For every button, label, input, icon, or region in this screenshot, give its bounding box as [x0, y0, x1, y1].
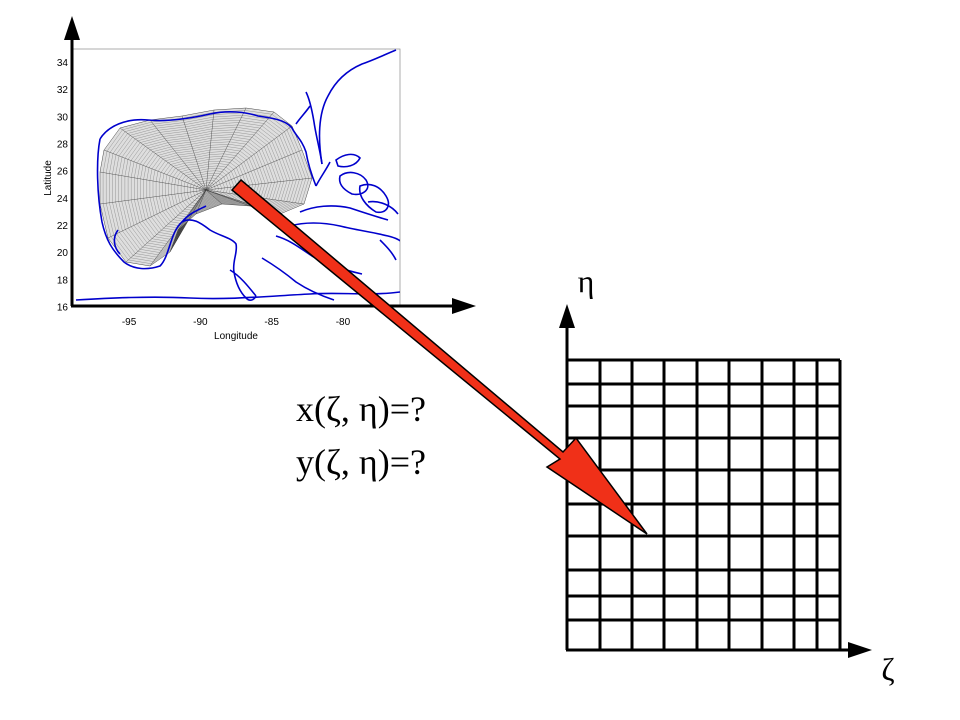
mesh-radial-line: [99, 171, 207, 191]
mesh-radial-line: [181, 115, 207, 191]
mesh-radial-line: [169, 189, 207, 253]
map-y-ticks: 34 32 30 28 26 24 22 20 18 16: [57, 58, 69, 313]
mesh-radial-line: [205, 125, 293, 191]
mapping-arrow-shape: [230, 178, 648, 535]
map-y-tick-label: 32: [57, 85, 69, 96]
mesh-radial-line: [205, 107, 247, 191]
computational-grid: η ζ: [559, 263, 895, 687]
map-y-tick-label: 22: [57, 221, 69, 232]
map-horizontal-axis-arrowhead: [452, 298, 476, 314]
map-y-tick-label: 30: [57, 112, 69, 123]
map-y-tick-label: 16: [57, 303, 69, 314]
map-x-axis-label: Longitude: [214, 331, 258, 342]
map-x-ticks: -95 -90 -85 -80: [122, 317, 351, 328]
mesh-radial-line: [149, 119, 207, 191]
grid-lines: [565, 358, 842, 652]
map-y-axis-label: Latitude: [43, 160, 54, 196]
mesh-radial-line: [205, 189, 223, 205]
map-y-tick-label: 28: [57, 140, 69, 151]
map-panel: 34 32 30 28 26 24 22 20 18 16 -95 -90 -85 -80 Longit…: [43, 48, 401, 342]
mesh-radial-line: [103, 149, 207, 191]
zeta-label: ζ: [881, 651, 894, 687]
mesh-radial-line: [149, 189, 207, 267]
mesh-radial-line: [205, 189, 251, 207]
mesh-radial-line: [205, 111, 275, 191]
map-x-tick-label: -80: [336, 317, 351, 328]
zeta-axis-arrowhead: [848, 642, 872, 658]
mesh-radial-line: [125, 189, 207, 263]
mapping-arrow: [230, 178, 648, 535]
mapping-equations: x(ζ, η)=? y(ζ, η)=?: [296, 389, 426, 482]
mapping-equation-x: x(ζ, η)=?: [296, 389, 426, 429]
eta-label: η: [578, 263, 595, 299]
map-x-tick-label: -85: [264, 317, 279, 328]
eta-axis-arrowhead: [559, 304, 575, 328]
map-y-tick-label: 18: [57, 275, 69, 286]
mesh-radial-line: [205, 109, 215, 191]
mesh-radial-line: [119, 127, 207, 191]
mesh-radial-line: [205, 177, 313, 191]
map-y-tick-label: 20: [57, 248, 69, 259]
mesh-radial-line: [107, 189, 207, 239]
mesh-radial-line: [205, 149, 303, 191]
map-x-tick-label: -90: [193, 317, 208, 328]
map-y-tick-label: 34: [57, 58, 69, 69]
coastline: [75, 49, 400, 301]
map-y-tick-label: 24: [57, 194, 69, 205]
map-x-tick-label: -95: [122, 317, 137, 328]
map-y-tick-label: 26: [57, 167, 69, 178]
mapping-equation-y: y(ζ, η)=?: [296, 442, 426, 482]
mesh-radial-line: [99, 189, 207, 205]
map-vertical-axis-arrowhead: [64, 16, 80, 40]
